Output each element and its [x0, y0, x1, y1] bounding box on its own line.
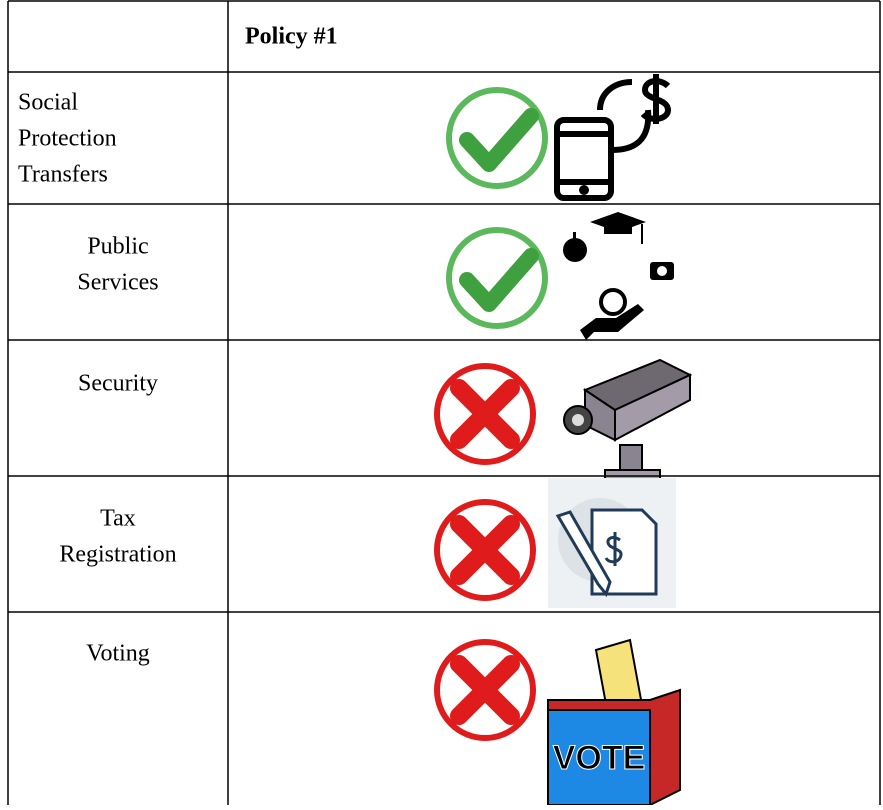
- row-label: Social: [18, 90, 78, 116]
- check-mark: [459, 248, 539, 312]
- table-borders: [7, 0, 881, 805]
- check-circle: [446, 227, 548, 329]
- phone-icon: [554, 74, 672, 201]
- header-title: Policy #1: [245, 24, 338, 50]
- row-label: Public: [87, 234, 148, 260]
- services-icon: [563, 212, 674, 340]
- check-mark: [459, 108, 539, 172]
- row-label: Registration: [59, 542, 176, 568]
- row-label: Voting: [86, 641, 150, 667]
- cross-mark: [450, 379, 520, 449]
- camera-icon: [563, 358, 693, 485]
- check-circle: [446, 87, 548, 189]
- row-label: Transfers: [18, 162, 108, 188]
- row-label: Protection: [18, 126, 117, 152]
- ballot-box-icon: VOTE: [547, 638, 681, 806]
- row-label: Security: [78, 371, 158, 397]
- document-icon: [548, 478, 676, 608]
- row-label: Services: [77, 270, 158, 296]
- cross-mark: [450, 655, 520, 725]
- cross-mark: [450, 515, 520, 585]
- ballot-text: VOTE: [553, 739, 646, 777]
- row-label: Tax: [100, 506, 136, 532]
